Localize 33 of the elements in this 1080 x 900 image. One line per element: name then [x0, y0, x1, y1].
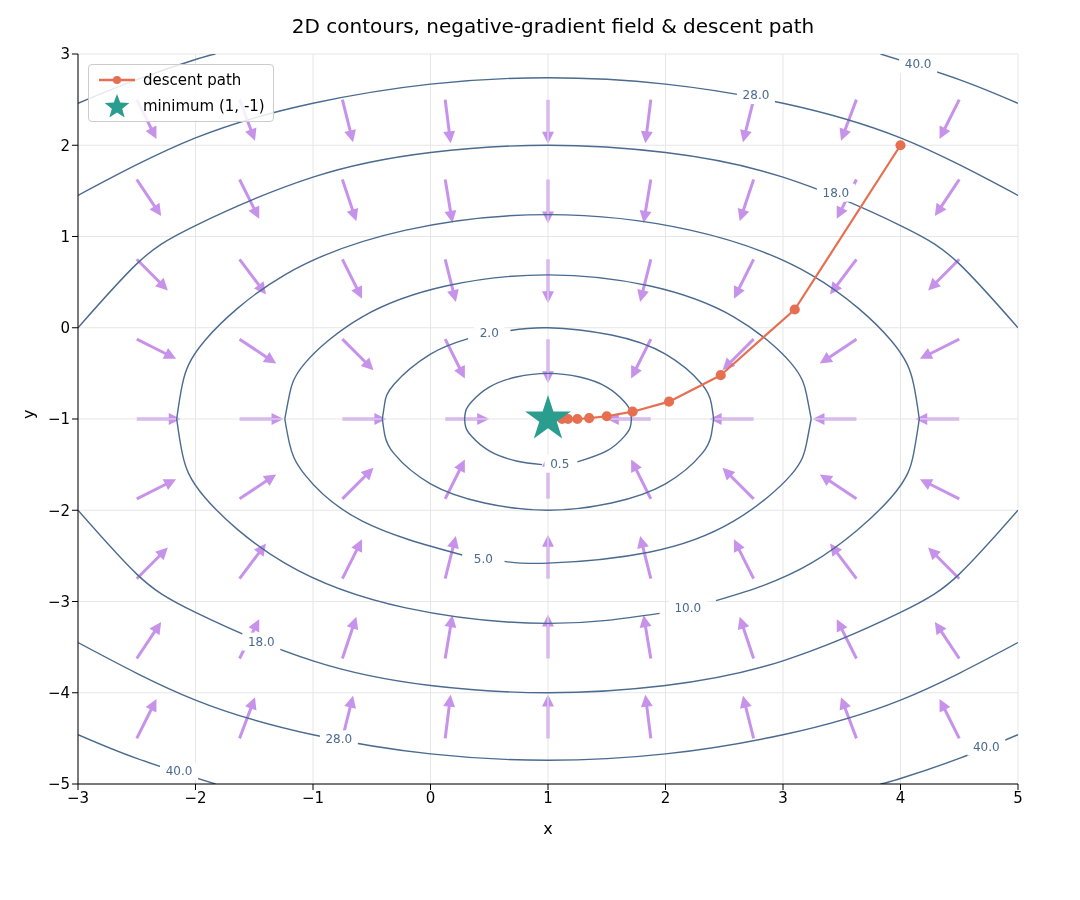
x-tick-label: 5 [1013, 788, 1023, 807]
annotation: 40.0 [904, 57, 932, 72]
x-tick-label: 2 [660, 788, 671, 807]
annotation: 2.0 [479, 326, 499, 341]
annotation: 10.0 [674, 600, 702, 615]
y-tick-label: 1 [60, 227, 70, 246]
y-tick-label: −4 [47, 684, 70, 703]
y-tick-label: 2 [60, 136, 70, 155]
chart-title: 2D contours, negative-gradient field & descent path [290, 13, 816, 40]
annotation: 40.0 [165, 764, 193, 779]
annotation: 28.0 [742, 88, 770, 103]
x-tick-label: 1 [543, 788, 553, 807]
x-tick-label: −2 [184, 788, 207, 807]
annotation: 18.0 [822, 185, 850, 200]
y-tick-label: −2 [47, 501, 70, 520]
legend-label: minimum (1, -1) [143, 97, 265, 115]
annotation: 28.0 [325, 732, 353, 747]
x-tick-label: 0 [425, 788, 436, 807]
x-tick-label: 4 [895, 788, 906, 807]
y-tick-label: −5 [47, 775, 70, 794]
annotation: 18.0 [247, 634, 275, 649]
annotation: 0.5 [550, 456, 570, 471]
y-tick-label: 0 [60, 319, 70, 338]
x-tick-label: −1 [301, 788, 325, 807]
y-tick-label: −1 [47, 410, 70, 429]
annotation: 5.0 [473, 551, 493, 566]
legend-label: descent path [143, 71, 242, 89]
y-tick-label: 3 [60, 45, 70, 64]
annotation: 40.0 [972, 739, 1000, 754]
y-tick-label: −3 [47, 592, 70, 611]
x-axis-title: x [543, 819, 553, 838]
y-axis-title: y [18, 409, 38, 419]
x-tick-label: 3 [778, 788, 788, 807]
